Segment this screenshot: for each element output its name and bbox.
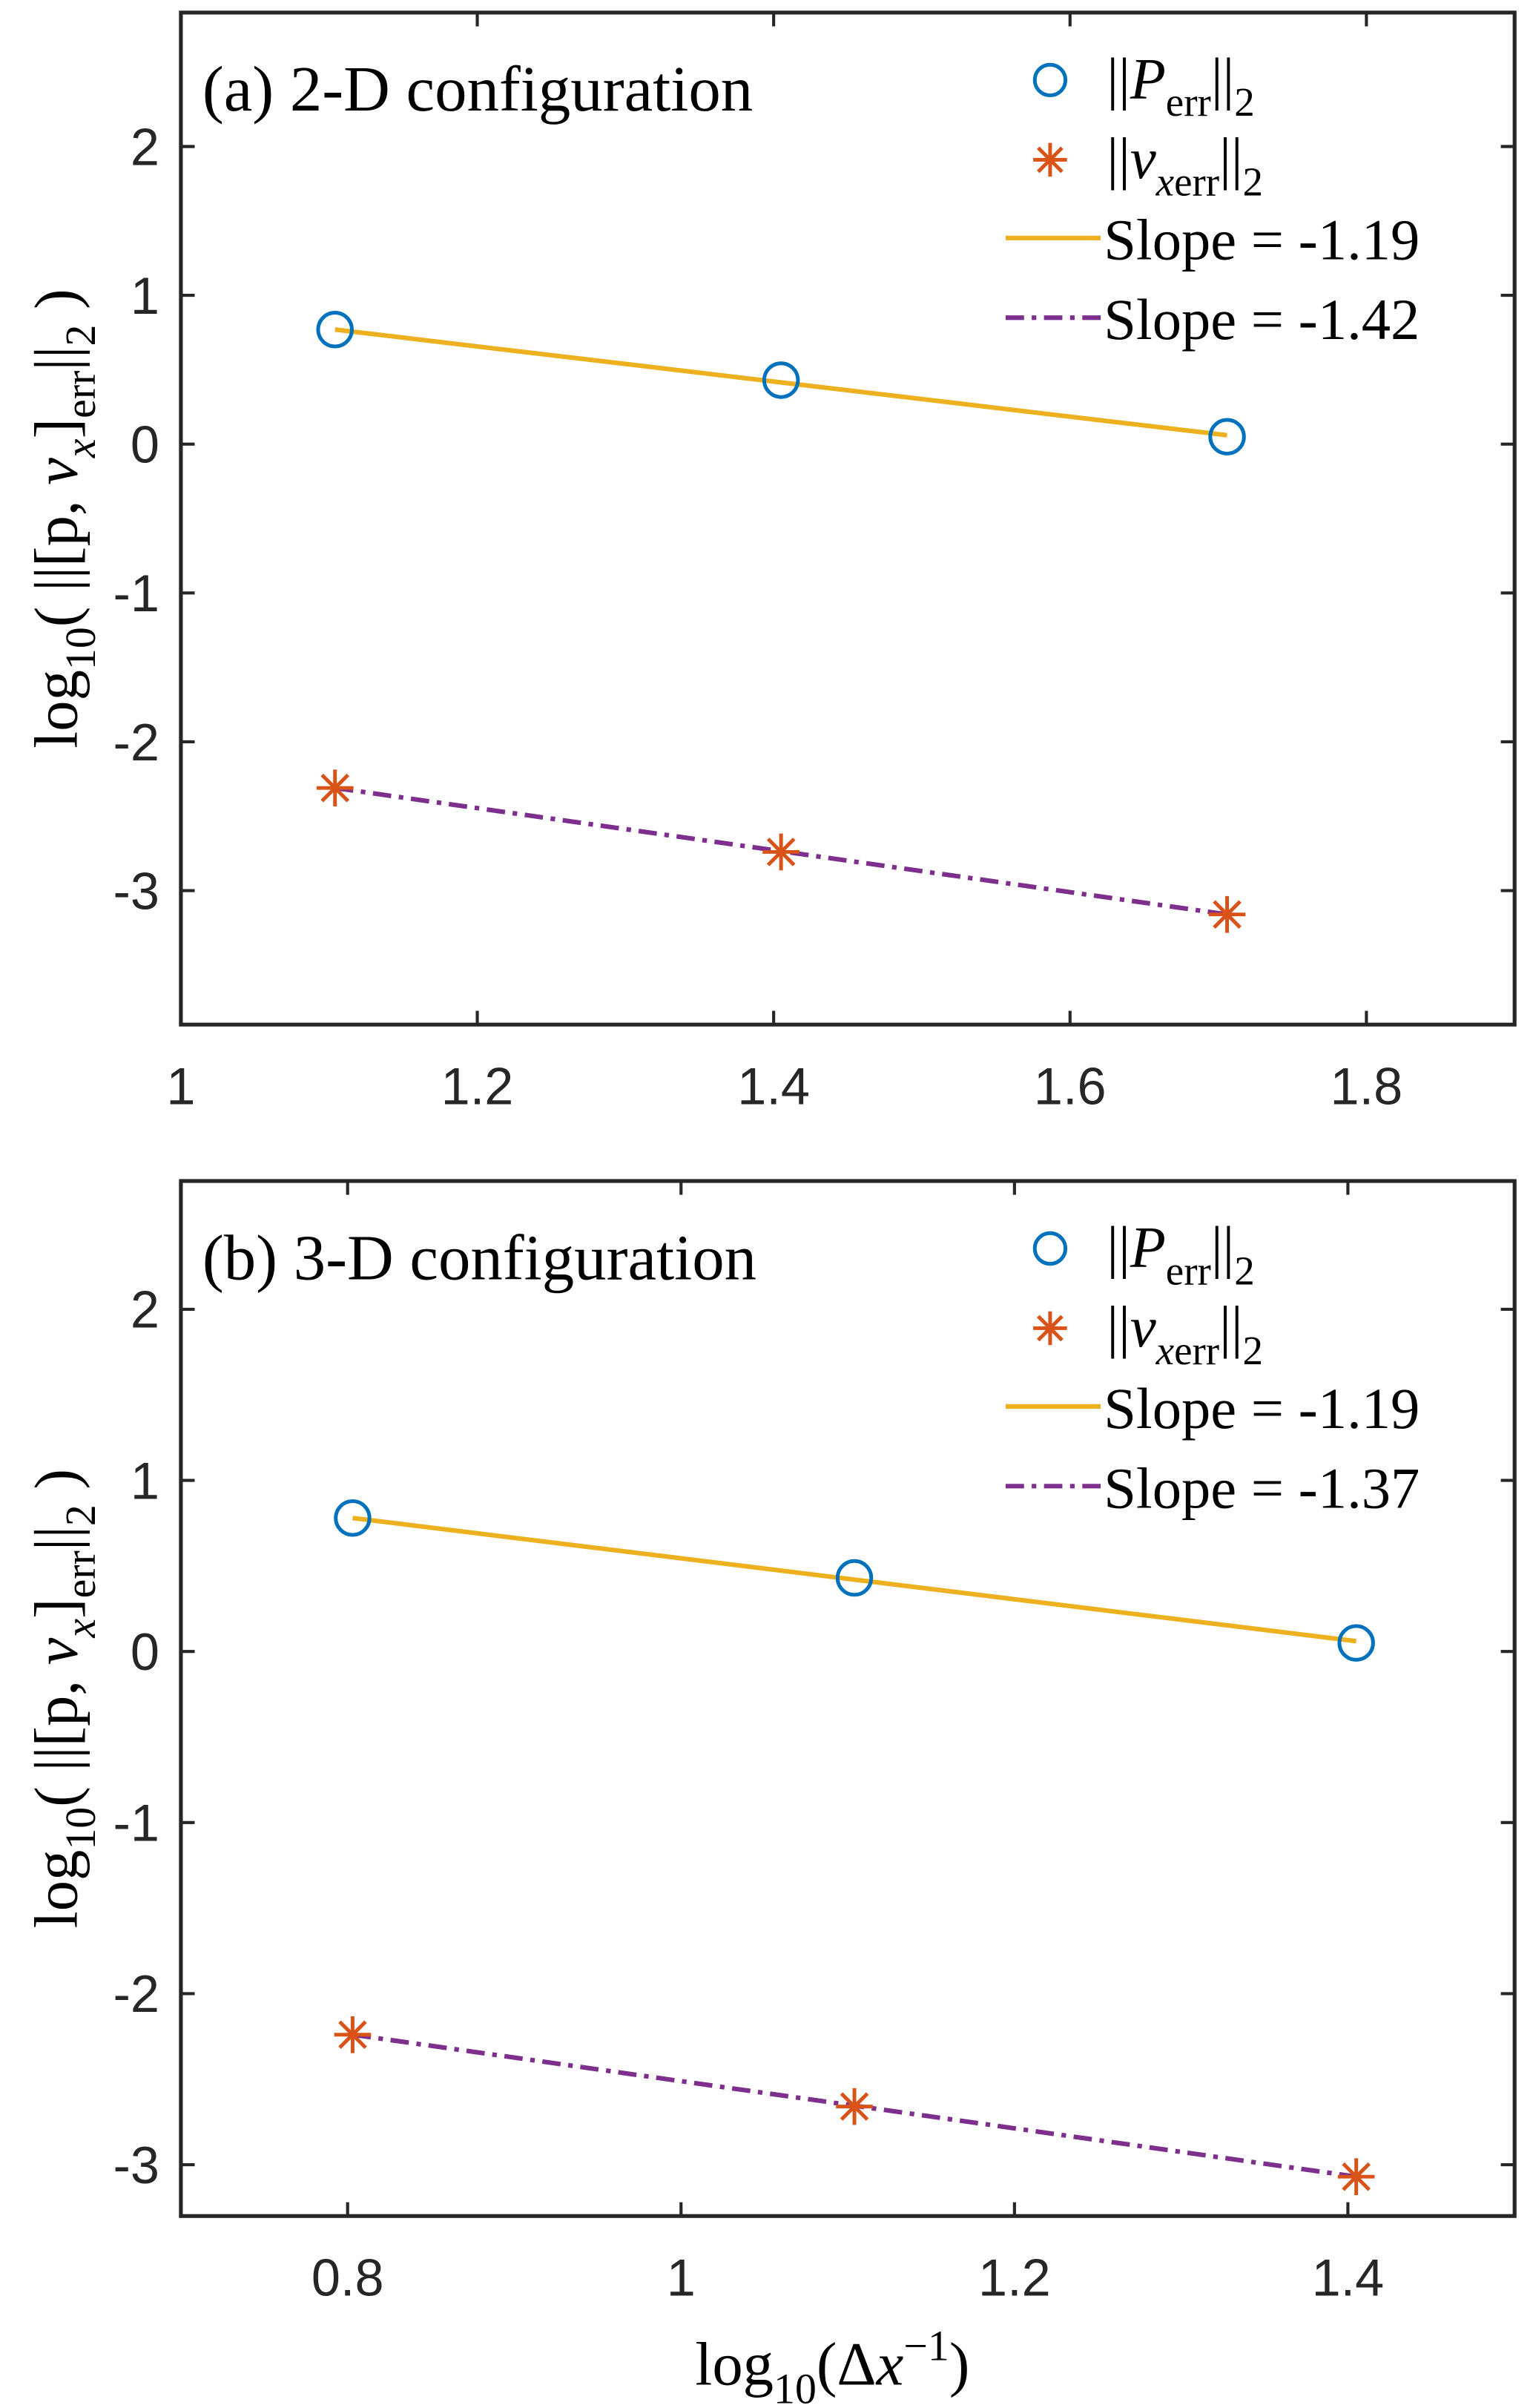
y-tick-label: 0 [131, 415, 159, 474]
data-point-star [836, 2088, 873, 2125]
star-stroke [1342, 2162, 1371, 2191]
fit-line-solid [334, 327, 1227, 438]
data-point-star [1208, 895, 1246, 933]
x-tick-label: 1 [667, 2249, 696, 2307]
panel-title: (a) 2-D configuration [202, 53, 753, 125]
data-point-circle [1208, 418, 1246, 455]
y-tick-label: 2 [131, 117, 159, 176]
data-point-circle [334, 1499, 372, 1537]
x-tick-label: 1.4 [1312, 2249, 1385, 2307]
x-tick-label: 1.2 [978, 2249, 1051, 2307]
legend-label: Slope = -1.42 [1104, 287, 1420, 352]
legend-label: ||vxerr||2 [1107, 1295, 1263, 1373]
legend-label: Slope = -1.19 [1104, 1376, 1420, 1441]
y-tick-label: 0 [131, 1622, 159, 1681]
star-stroke [338, 2020, 367, 2050]
y-tick-label: -1 [113, 1794, 159, 1852]
data-point-star [1337, 2158, 1375, 2195]
axes-frame [179, 1179, 1517, 2218]
star-stroke [1213, 900, 1242, 929]
star-stroke [766, 838, 796, 866]
legend-label: ||Perr||2 [1107, 47, 1254, 125]
fit-line-solid [352, 1516, 1357, 1644]
legend-star-icon [1033, 142, 1067, 177]
x-tick-label: 1.4 [737, 1057, 810, 1116]
star-stroke [1037, 1315, 1064, 1342]
y-tick-label: 2 [131, 1280, 159, 1339]
data-point-circle [762, 361, 800, 399]
x-axis-label: log10(Δx−1) [695, 2322, 969, 2408]
legend-label: Slope = -1.37 [1104, 1455, 1420, 1520]
legend-label: ||Perr||2 [1107, 1215, 1254, 1294]
y-tick-label: -1 [113, 564, 159, 622]
x-tick-label: 1.8 [1331, 1057, 1403, 1116]
legend-circle-icon [1032, 62, 1068, 98]
legend-label: ||vxerr||2 [1107, 126, 1263, 205]
data-point-circle [1337, 1624, 1375, 1662]
y-tick-label: -2 [113, 1964, 159, 2023]
star-stroke [320, 773, 350, 803]
legend-circle-icon [1032, 1231, 1068, 1266]
y-tick-label: 1 [131, 1451, 159, 1510]
y-axis-label: log10( ||[p, vx]err||2 ) [22, 289, 105, 748]
y-tick-label: -3 [113, 2136, 159, 2194]
x-tick-label: 0.8 [311, 2249, 384, 2307]
data-point-star [316, 769, 354, 806]
y-tick-label: 1 [131, 266, 159, 325]
x-tick-label: 1.6 [1034, 1057, 1107, 1116]
panel-b: 0.8 1 1.2 1.4 -3 -2 -1 0 1 2 (b) 3-D configuration… [22, 1179, 1517, 2408]
axes-frame [179, 10, 1517, 1027]
panel-title: (b) 3-D configuration [202, 1222, 756, 1293]
x-tick-label: 1 [166, 1057, 195, 1116]
y-axis-label: log10( ||[p, vx]err||2 ) [22, 1469, 105, 1928]
star-stroke [1037, 146, 1064, 174]
y-tick-label: -2 [113, 713, 159, 772]
legend-star-icon [1033, 1311, 1067, 1346]
data-point-star [334, 2016, 372, 2053]
y-tick-label: -3 [113, 861, 159, 920]
panel-a: 1 1.2 1.4 1.6 1.8 -3 -2 -1 0 1 2 (a) 2-D configurat… [22, 10, 1517, 1116]
data-point-circle [835, 1559, 874, 1597]
data-point-circle [316, 311, 354, 349]
data-point-star [762, 833, 800, 871]
legend-label: Slope = -1.19 [1104, 208, 1420, 272]
star-stroke [840, 2092, 869, 2121]
x-tick-label: 1.2 [441, 1057, 514, 1116]
